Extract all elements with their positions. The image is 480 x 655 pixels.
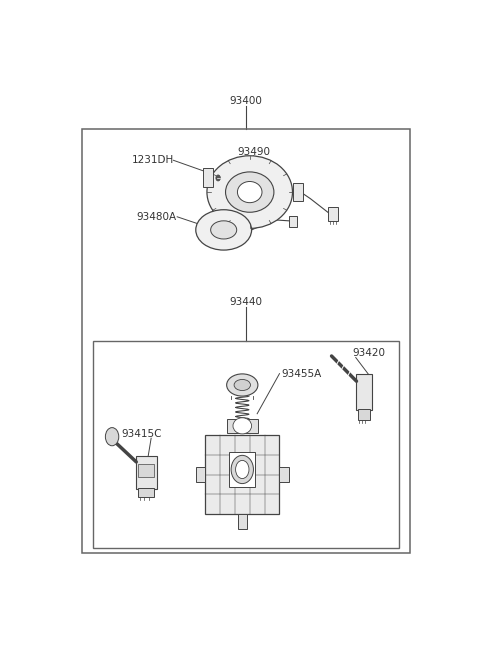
Bar <box>279 467 289 482</box>
Bar <box>328 207 338 221</box>
Ellipse shape <box>233 418 252 434</box>
Ellipse shape <box>211 221 237 239</box>
Text: 93455A: 93455A <box>282 369 322 379</box>
Text: 93420: 93420 <box>352 348 385 358</box>
Bar <box>203 168 213 187</box>
Ellipse shape <box>234 379 251 390</box>
Ellipse shape <box>226 172 274 212</box>
Ellipse shape <box>207 156 292 229</box>
Bar <box>289 216 297 227</box>
Text: 1231DH: 1231DH <box>132 155 174 165</box>
Bar <box>138 464 155 477</box>
Bar <box>196 467 205 482</box>
Ellipse shape <box>238 181 262 202</box>
Bar <box>238 514 247 529</box>
Bar <box>136 456 156 489</box>
Ellipse shape <box>231 455 253 483</box>
Bar <box>138 488 154 497</box>
Bar <box>292 183 303 201</box>
Bar <box>227 419 258 433</box>
Text: 93480A: 93480A <box>137 212 177 222</box>
Bar <box>358 409 370 420</box>
Ellipse shape <box>216 175 220 181</box>
Ellipse shape <box>227 374 258 396</box>
Text: 93400: 93400 <box>229 96 263 106</box>
Bar <box>83 129 409 553</box>
Bar <box>205 436 279 514</box>
Text: 93415C: 93415C <box>121 428 162 439</box>
Ellipse shape <box>196 210 252 250</box>
Text: 93440: 93440 <box>229 297 263 307</box>
Bar <box>94 341 398 548</box>
Ellipse shape <box>106 428 119 446</box>
Ellipse shape <box>236 460 249 479</box>
Bar <box>357 373 372 410</box>
Bar <box>229 452 255 487</box>
Text: 93490: 93490 <box>237 147 270 157</box>
